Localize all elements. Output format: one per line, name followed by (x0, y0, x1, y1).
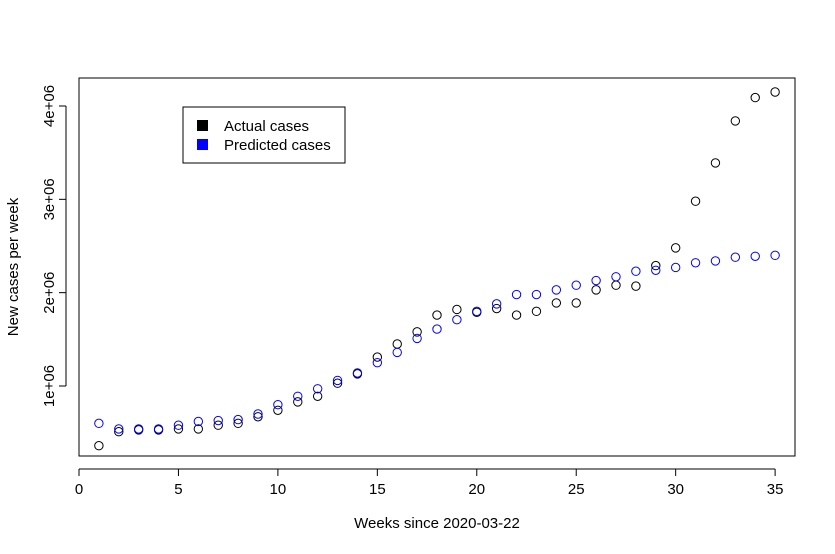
actual-point (531, 306, 542, 317)
x-tick-label: 35 (767, 481, 784, 498)
actual-point (94, 441, 104, 451)
predicted-point (511, 289, 522, 300)
actual-point (571, 298, 581, 308)
actual-point (631, 281, 641, 291)
actual-point (312, 391, 323, 401)
legend-label-predicted: Predicted cases (224, 137, 331, 154)
series-actual (94, 87, 780, 451)
actual-point (690, 196, 701, 206)
actual-point (372, 352, 383, 362)
x-tick-label: 30 (667, 481, 684, 498)
predicted-point (253, 409, 263, 419)
y-axis-label: New cases per week (5, 197, 22, 336)
predicted-point (153, 424, 164, 434)
actual-point (511, 310, 522, 320)
predicted-point (392, 347, 402, 358)
predicted-point (591, 275, 601, 286)
x-tick-label: 15 (369, 481, 386, 498)
predicted-point (571, 280, 581, 290)
x-axis-label: Weeks since 2020-03-22 (354, 515, 520, 532)
legend-label-actual: Actual cases (224, 118, 309, 135)
actual-point (651, 260, 661, 271)
predicted-point (690, 258, 701, 268)
predicted-point (213, 415, 223, 426)
predicted-point (670, 262, 681, 273)
actual-point (491, 303, 502, 314)
y-tick-label: 1e+06 (41, 365, 58, 407)
predicted-point (452, 315, 462, 325)
actual-point (710, 158, 721, 168)
predicted-point (352, 368, 363, 378)
actual-point (432, 310, 442, 320)
predicted-point (273, 399, 283, 410)
predicted-point (293, 391, 303, 401)
predicted-point (750, 251, 760, 261)
x-tick-label: 25 (568, 481, 585, 498)
predicted-point (133, 424, 144, 434)
predicted-point (531, 289, 542, 300)
actual-point (551, 298, 562, 308)
data-points (94, 87, 780, 451)
predicted-point (193, 416, 204, 427)
predicted-point (551, 285, 562, 295)
y-tick-label: 3e+06 (41, 178, 58, 220)
predicted-point (114, 424, 124, 434)
x-tick-label: 10 (270, 481, 287, 498)
actual-point (412, 327, 422, 337)
predicted-point (491, 299, 502, 309)
predicted-point (651, 265, 661, 275)
legend: Actual cases Predicted cases (182, 106, 346, 164)
predicted-point (312, 384, 323, 394)
predicted-point (94, 418, 104, 429)
y-tick-label: 2e+06 (41, 272, 58, 314)
y-tick-label: 4e+06 (41, 85, 58, 127)
actual-point (611, 280, 621, 290)
legend-swatch-predicted (197, 139, 208, 150)
predicted-point (631, 266, 641, 276)
series-predicted (94, 250, 780, 434)
predicted-point (432, 324, 442, 334)
predicted-point (372, 357, 383, 368)
actual-point (213, 420, 223, 430)
predicted-point (233, 414, 243, 425)
legend-box (182, 106, 346, 164)
actual-point (730, 116, 741, 126)
actual-point (392, 339, 402, 349)
actual-point (770, 87, 780, 97)
predicted-point (412, 333, 422, 344)
actual-point (253, 412, 263, 422)
x-tick-label: 5 (174, 481, 182, 498)
actual-point (332, 378, 343, 388)
plot-area-frame (78, 77, 796, 457)
actual-point (591, 285, 601, 295)
x-tick-label: 20 (468, 481, 485, 498)
actual-point (670, 243, 681, 253)
legend-swatch-actual (197, 120, 208, 131)
x-tick-label: 0 (75, 481, 83, 498)
actual-point (173, 424, 184, 434)
predicted-point (332, 375, 343, 386)
y-axis: 1e+06 2e+06 3e+06 4e+06 (41, 85, 67, 407)
predicted-point (173, 420, 184, 430)
actual-point (452, 304, 462, 315)
predicted-point (710, 256, 721, 266)
predicted-point (730, 252, 741, 262)
actual-point (273, 405, 283, 415)
x-axis: 0 5 10 15 20 25 30 35 (75, 468, 784, 498)
actual-point (293, 397, 303, 407)
predicted-point (472, 306, 482, 317)
predicted-point (611, 272, 621, 282)
actual-point (114, 427, 124, 437)
actual-point (233, 418, 243, 429)
predicted-point (770, 250, 780, 261)
actual-point (750, 92, 760, 103)
actual-point (193, 424, 204, 434)
